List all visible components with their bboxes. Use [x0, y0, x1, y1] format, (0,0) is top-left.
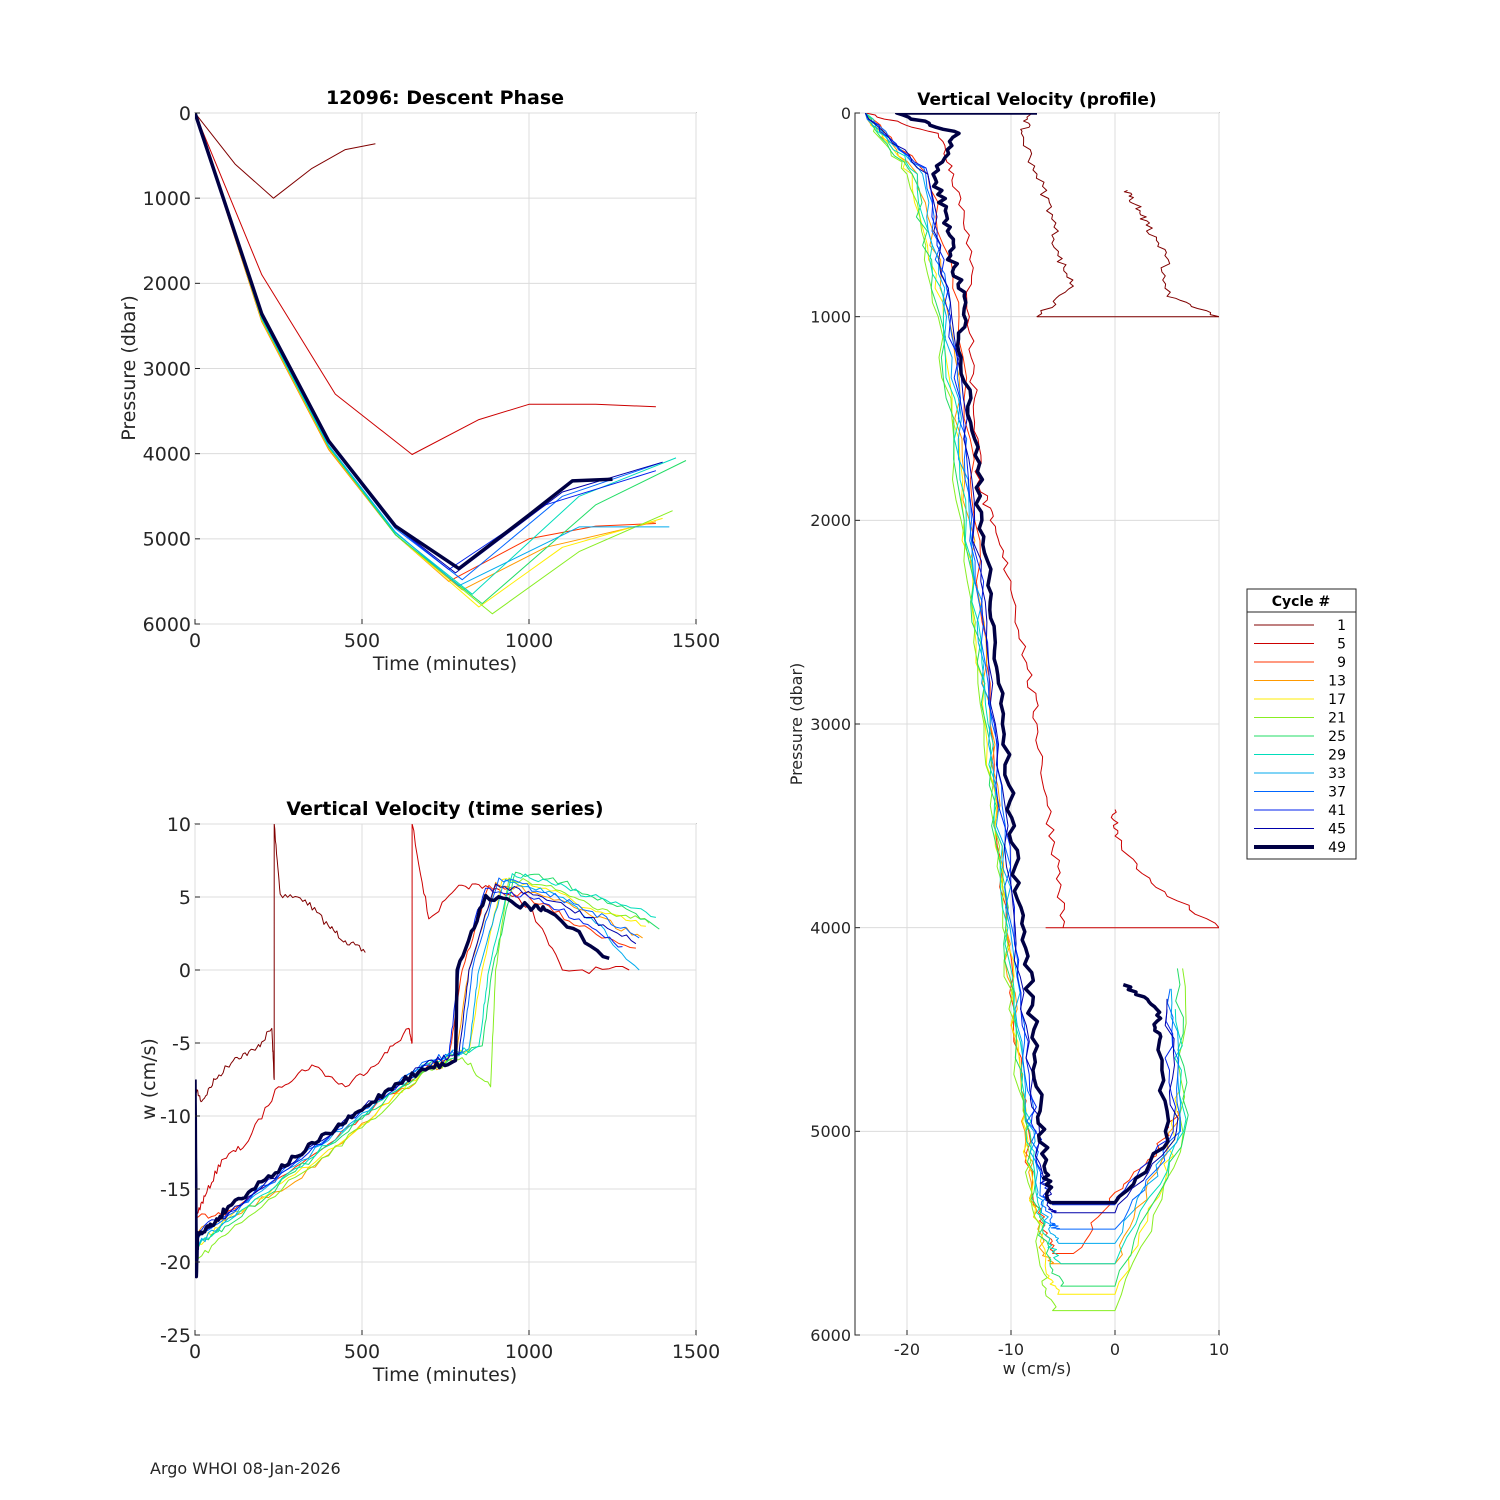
legend-label: 1: [1337, 618, 1346, 634]
y-tick-label: -25: [160, 1325, 191, 1347]
descent-title: 12096: Descent Phase: [326, 87, 564, 109]
series-line-cycle-25: [195, 871, 660, 1249]
y-tick-label: 4000: [810, 918, 851, 937]
legend-label: 33: [1328, 766, 1346, 782]
series-line-cycle-45: [864, 113, 1179, 1214]
series-line-cycle-49: [894, 113, 1171, 1205]
x-tick-label: 10: [1209, 1340, 1229, 1359]
descent-xlabel: Time (minutes): [372, 653, 517, 675]
velocity-time-xlabel: Time (minutes): [372, 1364, 517, 1386]
descent-ticks: 0 500 1000 1500 0 1000 2000 3000 4000 5000 6000: [143, 103, 721, 652]
legend-label: 9: [1337, 655, 1346, 671]
velocity-profile-title: Vertical Velocity (profile): [917, 90, 1156, 110]
series-line-cycle-29: [195, 873, 656, 1248]
series-line-cycle-21: [864, 113, 1187, 1312]
y-tick-label: 2000: [143, 273, 191, 295]
velocity-time-series: [195, 824, 660, 1279]
velocity-profile-ylabel: Pressure (dbar): [787, 663, 806, 786]
y-tick-label: 5: [179, 887, 191, 909]
legend-label: 17: [1328, 692, 1346, 708]
y-tick-label: -5: [172, 1033, 191, 1055]
x-tick-label: 0: [189, 630, 201, 652]
x-tick-label: 0: [1110, 1340, 1120, 1359]
x-tick-label: 1500: [672, 1341, 720, 1363]
x-tick-label: -20: [894, 1340, 920, 1359]
y-tick-label: 5000: [143, 529, 191, 551]
legend-label: 13: [1328, 674, 1346, 690]
legend-label: 45: [1328, 822, 1346, 838]
series-line-cycle-33: [864, 113, 1181, 1244]
velocity-profile-series: [864, 113, 1219, 1312]
series-line-cycle-45: [195, 883, 637, 1237]
x-tick-label: 500: [344, 1341, 380, 1363]
y-tick-label: 1000: [810, 307, 851, 326]
legend-label: 5: [1337, 637, 1346, 653]
legend-label: 37: [1328, 785, 1346, 801]
legend-label: 25: [1328, 729, 1346, 745]
y-tick-label: -10: [160, 1106, 191, 1128]
footer-credit: Argo WHOI 08-Jan-2026: [150, 1459, 341, 1478]
legend-label: 29: [1328, 748, 1346, 764]
series-line-cycle-29: [865, 113, 1187, 1265]
series-line-cycle-37: [195, 877, 640, 1241]
y-tick-label: 5000: [810, 1122, 851, 1141]
velocity-profile-xlabel: w (cm/s): [1003, 1359, 1072, 1378]
legend-entries: 1 5 9 13 17 21 25 29 33 37 41 45 49: [1254, 618, 1346, 856]
series-line-cycle-49: [195, 113, 613, 571]
x-tick-label: 1500: [672, 630, 720, 652]
y-tick-label: 3000: [810, 715, 851, 734]
legend-label: 21: [1328, 711, 1346, 727]
x-tick-label: 500: [344, 630, 380, 652]
legend-label: 49: [1328, 840, 1346, 856]
velocity-profile-ticks: -20 -10 0 10 0 1000 2000 3000 4000 5000 6000: [810, 104, 1229, 1359]
x-tick-label: -10: [998, 1340, 1024, 1359]
y-tick-label: 6000: [143, 614, 191, 636]
velocity-time-plot-area: [194, 823, 697, 1336]
y-tick-label: 3000: [143, 358, 191, 380]
velocity-time-ticks: 0 500 1000 1500 10 5 0 -5 -10 -15 -20 -25: [160, 814, 720, 1363]
x-tick-label: 1000: [505, 1341, 553, 1363]
y-tick-label: 6000: [810, 1326, 851, 1345]
series-line-cycle-49: [195, 893, 610, 1279]
y-tick-label: -20: [160, 1252, 191, 1274]
series-line-cycle-37: [864, 113, 1181, 1230]
series-line-cycle-25: [865, 113, 1189, 1287]
velocity-time-title: Vertical Velocity (time series): [286, 798, 603, 820]
y-tick-label: 1000: [143, 188, 191, 210]
series-line-cycle-5: [865, 113, 1219, 929]
legend-label: 41: [1328, 803, 1346, 819]
y-tick-label: 2000: [810, 511, 851, 530]
y-tick-label: -15: [160, 1179, 191, 1201]
series-line-cycle-5: [195, 113, 656, 455]
y-tick-label: 4000: [143, 444, 191, 466]
y-tick-label: 0: [179, 103, 191, 125]
x-tick-label: 0: [189, 1341, 201, 1363]
velocity-time-ylabel: w (cm/s): [138, 1038, 160, 1120]
series-line-cycle-1: [195, 113, 376, 199]
y-tick-label: 0: [179, 960, 191, 982]
y-tick-label: 10: [167, 814, 191, 836]
series-line-cycle-21: [195, 877, 650, 1263]
series-line-cycle-1: [1020, 113, 1219, 318]
x-tick-label: 1000: [505, 630, 553, 652]
legend-title: Cycle #: [1272, 594, 1331, 610]
descent-ylabel: Pressure (dbar): [118, 295, 140, 441]
legend-box: [1246, 588, 1357, 860]
y-tick-label: 0: [841, 104, 851, 123]
cycle-legend: Cycle # 1 5 9 13 17 21 25 29 33 37 41 45 49: [1246, 588, 1357, 860]
velocity-time-chart: 0 500 1000 1500 10 5 0 -5 -10 -15 -20 -25 Vertical …: [138, 798, 720, 1386]
descent-chart: 0 500 1000 1500 0 1000 2000 3000 4000 5000 6000 12…: [118, 87, 720, 675]
velocity-profile-chart: -20 -10 0 10 0 1000 2000 3000 4000 5000 6000 Verti…: [787, 90, 1229, 1378]
series-line-cycle-1: [195, 824, 366, 1103]
descent-series: [195, 113, 687, 615]
